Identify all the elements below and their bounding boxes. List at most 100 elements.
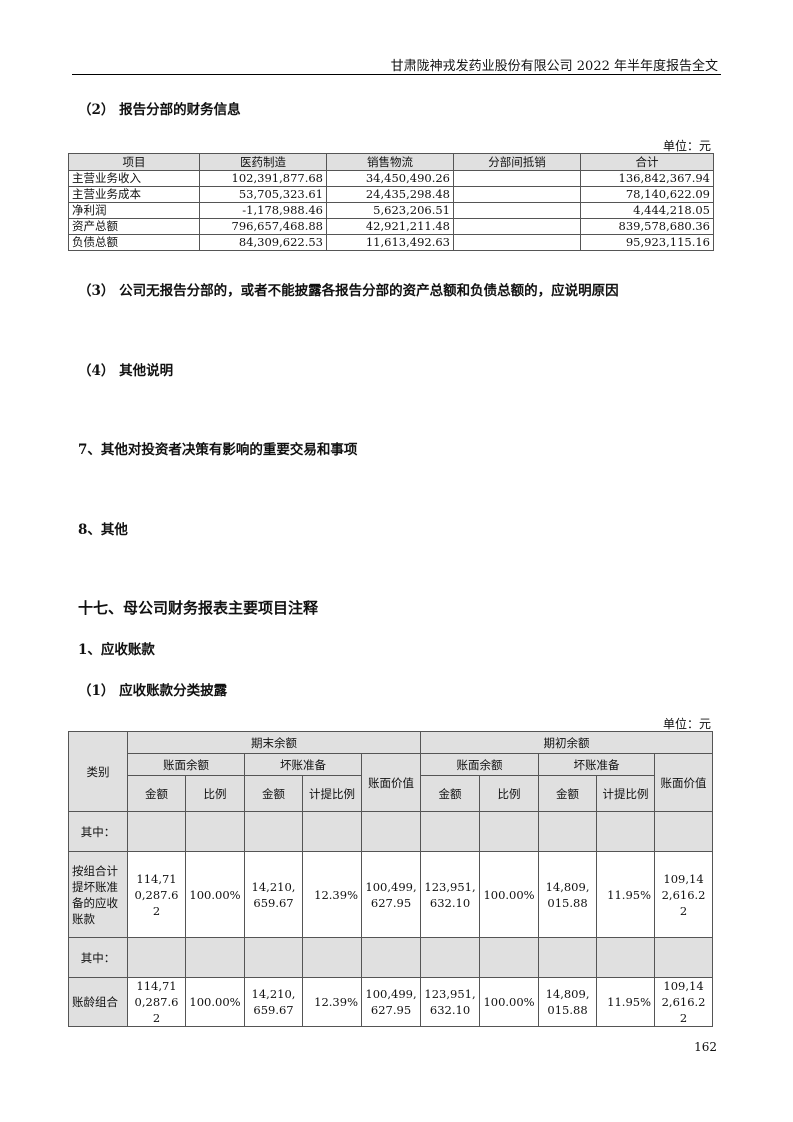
table-cell: 100,499,627.95 [360,851,422,938]
empty-cell [538,811,598,852]
empty-cell [360,937,422,978]
heading-section-7: 7、其他对投资者决策有影响的重要交易和事项 [78,442,358,458]
table-cell [453,170,581,187]
table-cell: 123,951,632.10 [420,977,481,1027]
table-cell: 95,923,115.16 [580,234,714,251]
table-cell: 100.00% [479,977,540,1027]
table-cell: 14,809,015.88 [538,851,598,938]
table-row: 主营业务收入 102,391,877.68 34,450,490.26 136,842… [68,170,714,187]
table-cell: -1,178,988.46 [199,202,327,219]
heading-no-segment: （3） 公司无报告分部的，或者不能披露各报告分部的资产总额和负债总额的，应说明原… [78,283,619,299]
empty-cell [596,811,656,852]
empty-cell [302,811,362,852]
amount-header: 金额 [420,775,481,812]
column-header: 合计 [580,153,714,171]
table-cell [453,186,581,203]
empty-cell [302,937,362,978]
table-header-row: 项目 医药制造 销售物流 分部间抵销 合计 [68,153,714,171]
running-header: 甘肃陇神戎发药业股份有限公司 2022 年半年度报告全文 [390,59,718,74]
table-row: 账龄组合 114,710,287.62 100.00% 14,210,659.67 12… [68,977,714,1027]
table-cell: 11.95% [596,977,656,1027]
row-label: 主营业务成本 [68,186,200,203]
table-cell: 4,444,218.05 [580,202,714,219]
table-cell: 102,391,877.68 [199,170,327,187]
table-cell: 14,210,659.67 [244,851,303,938]
row-label: 净利润 [68,202,200,219]
table-row: 资产总额 796,657,468.88 42,921,211.48 839,578,6… [68,218,714,235]
receivables-table: 类别 期末余额 期初余额 账面余额 坏账准备 账面价值 账面余额 坏账准备 账面… [68,731,714,1027]
row-label: 按组合计提坏账准备的应收账款 [68,851,128,938]
table-cell: 14,210,659.67 [244,977,303,1027]
empty-cell [479,811,540,852]
table-cell: 123,951,632.10 [420,851,481,938]
segment-table: 项目 医药制造 销售物流 分部间抵销 合计 主营业务收入 102,391,877.… [68,153,714,251]
table-cell: 11.95% [596,851,656,938]
empty-cell [127,811,186,852]
heading-section-8: 8、其他 [78,522,128,538]
heading-section-17: 十七、母公司财务报表主要项目注释 [78,599,319,617]
table-cell: 796,657,468.88 [199,218,327,235]
table-cell: 84,309,622.53 [199,234,327,251]
row-label: 负债总额 [68,234,200,251]
table-cell [453,234,581,251]
heading-segment-info: （2） 报告分部的财务信息 [78,102,241,118]
empty-cell [127,937,186,978]
heading-receivables-classification: （1） 应收账款分类披露 [78,683,228,699]
bad-debt-header: 坏账准备 [244,753,362,776]
table-cell: 14,809,015.88 [538,977,598,1027]
table-cell: 114,710,287.62 [127,977,186,1027]
row-label: 资产总额 [68,218,200,235]
among-label: 其中： [68,937,128,978]
unit-label: 单位：元 [662,717,711,731]
header-rule [72,74,721,75]
book-balance-header: 账面余额 [127,753,245,776]
empty-cell [654,937,714,978]
table-cell: 100.00% [185,977,245,1027]
table-cell [453,202,581,219]
table-cell: 109,142,616.22 [654,977,714,1027]
table-cell: 109,142,616.22 [654,851,714,938]
empty-cell [185,811,245,852]
column-header: 医药制造 [199,153,327,171]
book-value-header: 账面价值 [360,753,422,812]
empty-cell [596,937,656,978]
table-cell: 5,623,206.51 [326,202,454,219]
table-cell: 114,710,287.62 [127,851,186,938]
table-row: 按组合计提坏账准备的应收账款 114,710,287.62 100.00% 14,21… [68,851,714,938]
heading-other-notes: （4） 其他说明 [78,363,174,379]
book-value-header: 账面价值 [654,753,714,812]
table-cell: 12.39% [302,977,362,1027]
ratio-header: 比例 [185,775,245,812]
row-label: 主营业务收入 [68,170,200,187]
empty-cell [244,811,303,852]
period-end-header: 期末余额 [126,731,422,754]
empty-cell [420,811,481,852]
provision-ratio-header: 计提比例 [302,775,362,812]
row-label: 账龄组合 [68,977,128,1027]
table-row: 负债总额 84,309,622.53 11,613,492.63 95,923,115… [68,234,714,251]
empty-cell [479,937,540,978]
table-cell: 136,842,367.94 [580,170,714,187]
table-cell: 11,613,492.63 [326,234,454,251]
page-number: 162 [694,1040,717,1054]
table-cell [453,218,581,235]
table-cell: 24,435,298.48 [326,186,454,203]
table-row: 主营业务成本 53,705,323.61 24,435,298.48 78,140,6… [68,186,714,203]
amount-header: 金额 [538,775,598,812]
table-cell: 53,705,323.61 [199,186,327,203]
table-cell: 34,450,490.26 [326,170,454,187]
table-cell: 42,921,211.48 [326,218,454,235]
table-cell: 100.00% [479,851,540,938]
table-cell: 12.39% [302,851,362,938]
bad-debt-header: 坏账准备 [538,753,656,776]
period-begin-header: 期初余额 [420,731,714,754]
table-cell: 100.00% [185,851,245,938]
table-cell: 100,499,627.95 [360,977,422,1027]
ratio-header: 比例 [479,775,540,812]
empty-cell [360,811,422,852]
provision-ratio-header: 计提比例 [596,775,656,812]
column-header: 项目 [68,153,200,171]
among-label: 其中： [68,811,128,852]
column-header: 销售物流 [326,153,454,171]
